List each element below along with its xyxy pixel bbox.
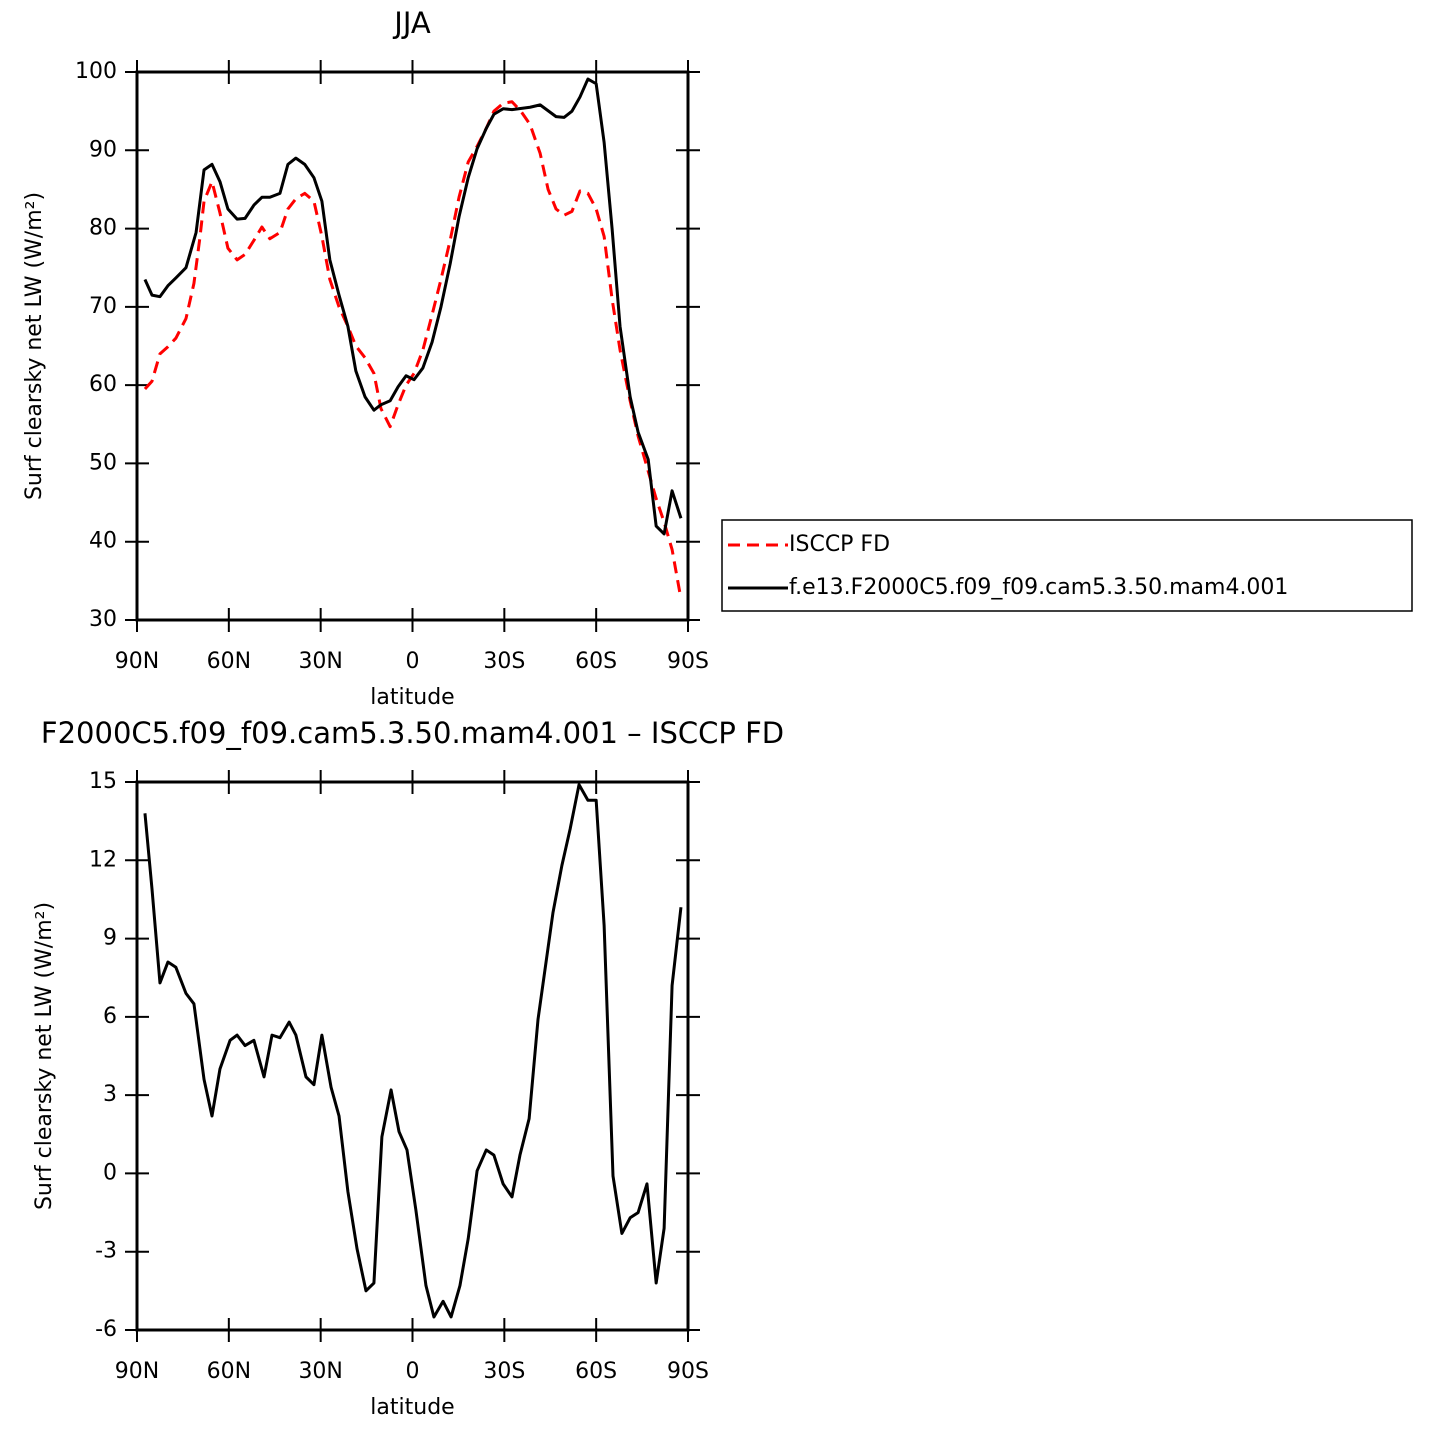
y-tick-label: -3	[95, 1239, 117, 1264]
data-line	[143, 100, 683, 600]
x-tick-label: 90N	[115, 1359, 159, 1384]
chart-title: JJA	[392, 6, 431, 40]
x-tick-label: 0	[406, 649, 420, 674]
legend-label: f.e13.F2000C5.f09_f09.cam5.3.50.mam4.001	[789, 575, 1288, 600]
y-tick-label: 12	[89, 847, 117, 872]
data-line	[143, 783, 683, 1319]
legend-box	[721, 519, 1413, 612]
x-tick-label: 60N	[207, 649, 251, 674]
x-tick-label: 90S	[667, 1359, 709, 1384]
y-tick-label: 50	[89, 450, 117, 475]
x-tick-label: 30S	[483, 649, 525, 674]
y-tick-label: 90	[89, 137, 117, 162]
y-tick-label: 9	[103, 926, 117, 951]
x-tick-label: 60N	[207, 1359, 251, 1384]
y-tick-label: -6	[95, 1317, 117, 1342]
legend-label: ISCCP FD	[789, 532, 890, 557]
y-tick-label: 3	[103, 1082, 117, 1107]
x-axis-label: latitude	[370, 1395, 454, 1420]
x-tick-label: 0	[406, 1359, 420, 1384]
y-tick-label: 100	[75, 59, 117, 84]
y-axis-label: Surf clearsky net LW (W/m²)	[22, 192, 47, 500]
x-tick-label: 90N	[115, 649, 159, 674]
chart-title: F2000C5.f09_f09.cam5.3.50.mam4.001 – ISC…	[41, 716, 784, 750]
plot-frame	[135, 780, 690, 1332]
data-line	[143, 77, 683, 536]
plot-frame	[135, 70, 690, 622]
y-tick-label: 70	[89, 294, 117, 319]
y-tick-label: 0	[103, 1160, 117, 1185]
x-axis-label: latitude	[370, 685, 454, 710]
x-tick-label: 60S	[575, 649, 617, 674]
y-tick-label: 80	[89, 216, 117, 241]
y-axis-label: Surf clearsky net LW (W/m²)	[32, 902, 57, 1210]
x-tick-label: 30N	[298, 649, 342, 674]
x-tick-label: 90S	[667, 649, 709, 674]
y-tick-label: 60	[89, 372, 117, 397]
x-tick-label: 30S	[483, 1359, 525, 1384]
y-tick-label: 15	[89, 769, 117, 794]
y-tick-label: 30	[89, 607, 117, 632]
y-tick-label: 40	[89, 529, 117, 554]
x-tick-label: 30N	[298, 1359, 342, 1384]
x-tick-label: 60S	[575, 1359, 617, 1384]
y-tick-label: 6	[103, 1004, 117, 1029]
